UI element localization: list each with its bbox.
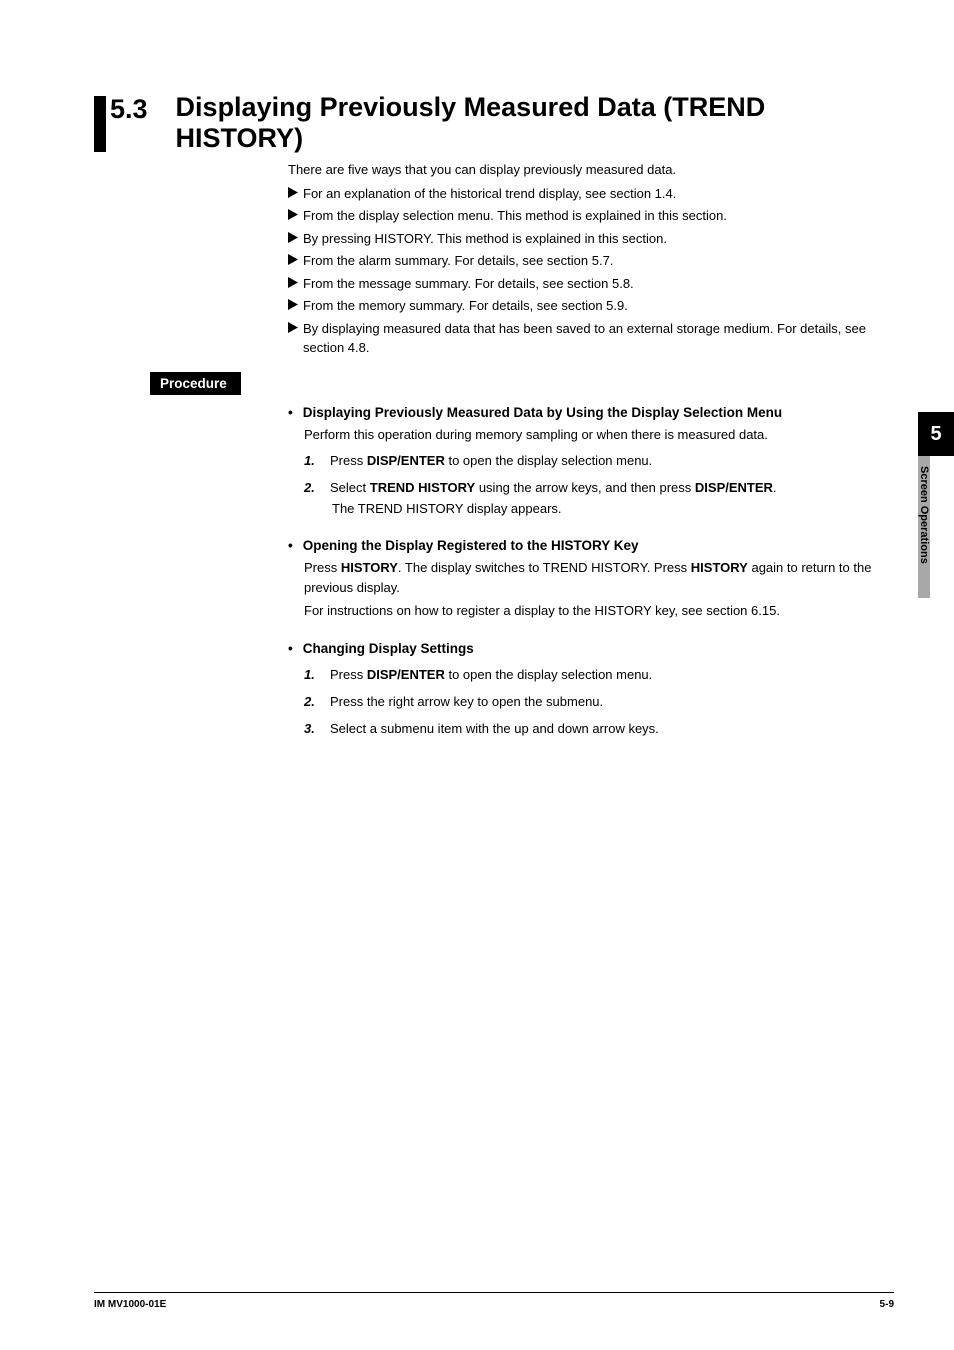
chapter-tab-label: Screen Operations [918, 456, 930, 598]
step-row: 1. Press DISP/ENTER to open the display … [304, 665, 884, 686]
step-text: Press DISP/ENTER to open the display sel… [330, 451, 884, 472]
bullet-dot-icon: • [288, 536, 293, 556]
step-row: 2. Press the right arrow key to open the… [304, 692, 884, 713]
bullet-text: From the alarm summary. For details, see… [303, 251, 884, 271]
sub-heading-title: Displaying Previously Measured Data by U… [303, 403, 884, 423]
bullet-dot-icon: • [288, 403, 293, 423]
bullet-text: By pressing HISTORY. This method is expl… [303, 229, 884, 249]
step-number: 2. [304, 692, 318, 713]
step-sub-text: The TREND HISTORY display appears. [332, 499, 884, 519]
sub-heading-title: Opening the Display Registered to the HI… [303, 536, 884, 556]
procedure-body: • Displaying Previously Measured Data by… [288, 395, 884, 740]
step-text: Select a submenu item with the up and do… [330, 719, 884, 740]
sub-heading: • Changing Display Settings [288, 639, 884, 659]
bullet-text: By displaying measured data that has bee… [303, 319, 884, 358]
section-title: Displaying Previously Measured Data (TRE… [176, 92, 894, 154]
step-row: 3. Select a submenu item with the up and… [304, 719, 884, 740]
bullet-text: For an explanation of the historical tre… [303, 184, 884, 204]
section-header: 5.3 Displaying Previously Measured Data … [94, 92, 894, 154]
bullet-text: From the message summary. For details, s… [303, 274, 884, 294]
sub-heading: • Opening the Display Registered to the … [288, 536, 884, 556]
step-number: 3. [304, 719, 318, 740]
step-text: Press DISP/ENTER to open the display sel… [330, 665, 884, 686]
bullet-dot-icon: • [288, 639, 293, 659]
section-number: 5.3 [110, 92, 148, 125]
para-text: For instructions on how to register a di… [304, 601, 884, 621]
footer-doc-id: IM MV1000-01E [94, 1299, 166, 1310]
step-number: 1. [304, 451, 318, 472]
triangle-icon [288, 187, 298, 198]
sub-content: Perform this operation during memory sam… [304, 425, 884, 518]
bullet-item: By pressing HISTORY. This method is expl… [288, 229, 884, 249]
sub-heading-title: Changing Display Settings [303, 639, 884, 659]
triangle-icon [288, 277, 298, 288]
procedure-block: Procedure • Displaying Previously Measur… [150, 372, 894, 740]
intro-block: There are five ways that you can display… [288, 160, 884, 358]
bullet-text: From the memory summary. For details, se… [303, 296, 884, 316]
bullet-item: For an explanation of the historical tre… [288, 184, 884, 204]
procedure-label: Procedure [150, 372, 241, 395]
bullet-text: From the display selection menu. This me… [303, 206, 884, 226]
bullet-item: From the message summary. For details, s… [288, 274, 884, 294]
triangle-icon [288, 209, 298, 220]
footer-page-number: 5-9 [880, 1299, 894, 1310]
bullet-item: By displaying measured data that has bee… [288, 319, 884, 358]
sub-intro: Perform this operation during memory sam… [304, 425, 884, 445]
sub-heading: • Displaying Previously Measured Data by… [288, 403, 884, 423]
triangle-icon [288, 299, 298, 310]
step-text: Press the right arrow key to open the su… [330, 692, 884, 713]
bullet-item: From the display selection menu. This me… [288, 206, 884, 226]
step-row: 1. Press DISP/ENTER to open the display … [304, 451, 884, 472]
bullet-item: From the alarm summary. For details, see… [288, 251, 884, 271]
step-text: Select TREND HISTORY using the arrow key… [330, 478, 884, 499]
bullet-item: From the memory summary. For details, se… [288, 296, 884, 316]
intro-text: There are five ways that you can display… [288, 160, 884, 180]
step-row: 2. Select TREND HISTORY using the arrow … [304, 478, 884, 499]
step-number: 1. [304, 665, 318, 686]
side-tab: 5 Screen Operations [918, 412, 954, 598]
sub-content: 1. Press DISP/ENTER to open the display … [304, 665, 884, 739]
para-text: Press HISTORY. The display switches to T… [304, 558, 884, 598]
sub-content: Press HISTORY. The display switches to T… [304, 558, 884, 620]
chapter-tab-number: 5 [918, 412, 954, 456]
step-number: 2. [304, 478, 318, 499]
triangle-icon [288, 322, 298, 333]
triangle-icon [288, 232, 298, 243]
heading-marker [94, 96, 106, 152]
page: 5.3 Displaying Previously Measured Data … [0, 0, 954, 1350]
triangle-icon [288, 254, 298, 265]
page-footer: IM MV1000-01E 5-9 [94, 1292, 894, 1310]
